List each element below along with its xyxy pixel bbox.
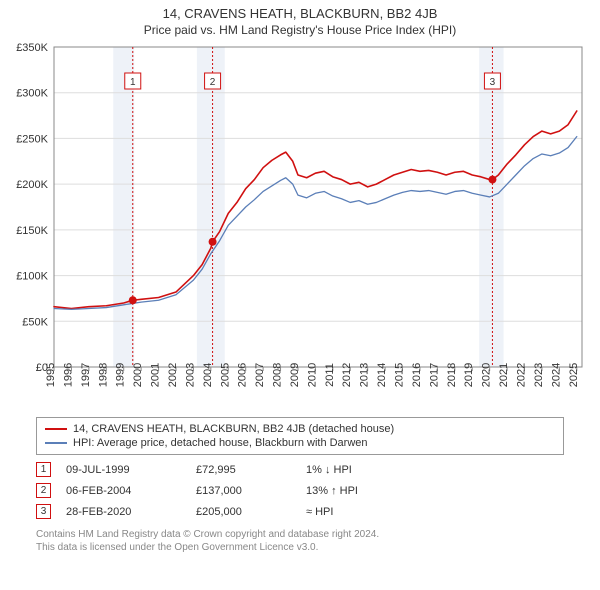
svg-text:1995: 1995 <box>45 363 57 387</box>
event-delta: 13% ↑ HPI <box>306 485 416 497</box>
svg-text:2008: 2008 <box>272 363 284 387</box>
svg-text:2013: 2013 <box>359 363 371 387</box>
svg-text:2021: 2021 <box>498 363 510 387</box>
legend: 14, CRAVENS HEATH, BLACKBURN, BB2 4JB (d… <box>36 417 564 455</box>
event-price: £205,000 <box>196 506 306 518</box>
svg-text:2023: 2023 <box>533 363 545 387</box>
svg-text:£150K: £150K <box>16 225 48 237</box>
legend-swatch <box>45 428 67 430</box>
svg-text:2000: 2000 <box>132 363 144 387</box>
license-line: This data is licensed under the Open Gov… <box>36 541 564 554</box>
svg-text:1998: 1998 <box>97 363 109 387</box>
svg-text:1: 1 <box>130 77 136 88</box>
legend-swatch <box>45 442 67 444</box>
svg-text:2022: 2022 <box>515 363 527 387</box>
svg-text:£50K: £50K <box>22 316 48 328</box>
svg-text:2024: 2024 <box>550 363 562 387</box>
svg-text:2020: 2020 <box>481 363 493 387</box>
event-marker-box: 3 <box>36 504 51 519</box>
svg-text:2006: 2006 <box>237 363 249 387</box>
event-delta: 1% ↓ HPI <box>306 464 416 476</box>
svg-text:2015: 2015 <box>394 363 406 387</box>
event-delta: ≈ HPI <box>306 506 416 518</box>
svg-text:3: 3 <box>490 77 496 88</box>
svg-text:£300K: £300K <box>16 88 48 100</box>
legend-label: 14, CRAVENS HEATH, BLACKBURN, BB2 4JB (d… <box>73 423 394 435</box>
svg-text:2003: 2003 <box>184 363 196 387</box>
svg-text:2019: 2019 <box>463 363 475 387</box>
svg-text:1996: 1996 <box>62 363 74 387</box>
legend-item: 14, CRAVENS HEATH, BLACKBURN, BB2 4JB (d… <box>45 422 555 436</box>
svg-text:2002: 2002 <box>167 363 179 387</box>
svg-text:£200K: £200K <box>16 179 48 191</box>
chart-titles: 14, CRAVENS HEATH, BLACKBURN, BB2 4JB Pr… <box>0 0 600 41</box>
event-date: 28-FEB-2020 <box>66 506 196 518</box>
event-marker-box: 2 <box>36 483 51 498</box>
svg-text:£100K: £100K <box>16 271 48 283</box>
legend-label: HPI: Average price, detached house, Blac… <box>73 437 368 449</box>
svg-text:2016: 2016 <box>411 363 423 387</box>
event-date: 06-FEB-2004 <box>66 485 196 497</box>
svg-text:2009: 2009 <box>289 363 301 387</box>
event-row: 2 06-FEB-2004£137,00013% ↑ HPI <box>36 480 564 501</box>
svg-text:2012: 2012 <box>341 363 353 387</box>
chart-title: 14, CRAVENS HEATH, BLACKBURN, BB2 4JB <box>0 6 600 21</box>
svg-text:2: 2 <box>210 77 216 88</box>
svg-text:2018: 2018 <box>446 363 458 387</box>
license-line: Contains HM Land Registry data © Crown c… <box>36 528 564 541</box>
license-text: Contains HM Land Registry data © Crown c… <box>36 528 564 554</box>
chart-container: £0£50K£100K£150K£200K£250K£300K£350K1231… <box>10 41 590 411</box>
svg-text:1997: 1997 <box>80 363 92 387</box>
event-date: 09-JUL-1999 <box>66 464 196 476</box>
svg-text:2001: 2001 <box>150 363 162 387</box>
svg-text:£350K: £350K <box>16 42 48 54</box>
event-price: £72,995 <box>196 464 306 476</box>
event-marker-box: 1 <box>36 462 51 477</box>
svg-text:2007: 2007 <box>254 363 266 387</box>
event-row: 3 28-FEB-2020£205,000≈ HPI <box>36 501 564 522</box>
svg-text:2017: 2017 <box>428 363 440 387</box>
svg-text:2004: 2004 <box>202 363 214 387</box>
svg-text:2025: 2025 <box>568 363 580 387</box>
event-price: £137,000 <box>196 485 306 497</box>
event-row: 1 09-JUL-1999£72,9951% ↓ HPI <box>36 459 564 480</box>
svg-text:2011: 2011 <box>324 363 336 387</box>
svg-text:2014: 2014 <box>376 363 388 387</box>
line-chart: £0£50K£100K£150K£200K£250K£300K£350K1231… <box>10 41 590 411</box>
svg-text:1999: 1999 <box>115 363 127 387</box>
chart-subtitle: Price paid vs. HM Land Registry's House … <box>0 23 600 37</box>
svg-text:£250K: £250K <box>16 133 48 145</box>
event-table: 1 09-JUL-1999£72,9951% ↓ HPI 2 06-FEB-2004£… <box>36 459 564 522</box>
legend-item: HPI: Average price, detached house, Blac… <box>45 436 555 450</box>
svg-text:2005: 2005 <box>219 363 231 387</box>
svg-text:2010: 2010 <box>306 363 318 387</box>
